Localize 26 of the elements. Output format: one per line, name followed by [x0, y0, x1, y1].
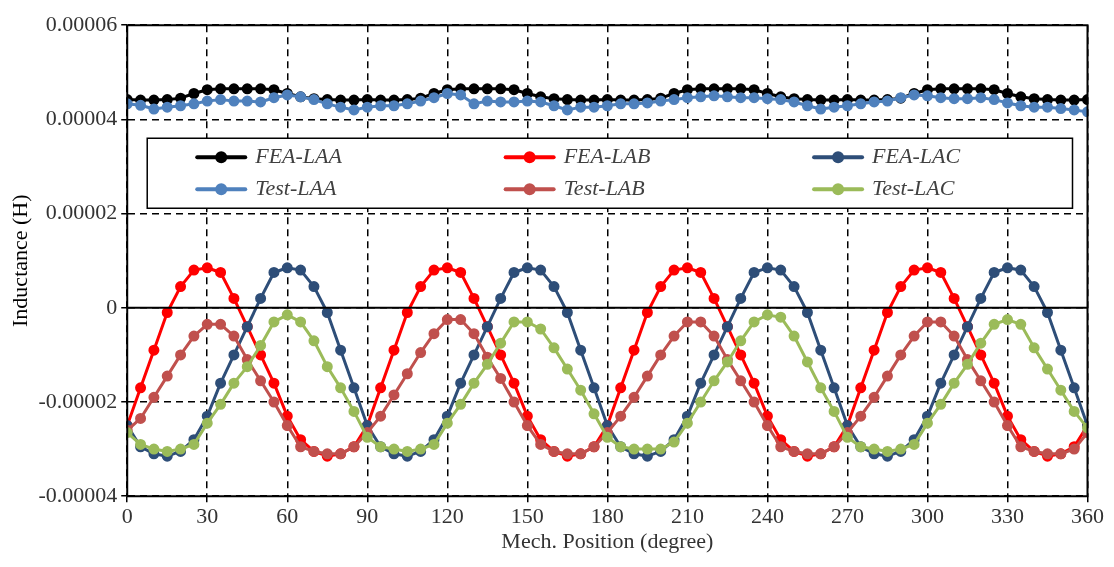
legend-label: Test-LAC: [872, 174, 955, 200]
legend-label: Test-LAA: [255, 174, 337, 200]
x-tick-label: 210: [670, 503, 704, 529]
y-tick-label: 0: [106, 293, 118, 319]
legend-label: FEA-LAC: [871, 142, 961, 168]
y-tick-label: 0.00004: [45, 105, 118, 131]
x-tick-label: 120: [430, 503, 464, 529]
x-tick-label: 60: [276, 503, 299, 529]
legend-label: Test-LAB: [563, 174, 645, 200]
x-tick-label: 180: [590, 503, 624, 529]
x-tick-label: 270: [830, 503, 864, 529]
legend-label: FEA-LAB: [562, 142, 651, 168]
y-tick-label: 0.00002: [45, 199, 118, 225]
x-tick-label: 360: [1071, 503, 1104, 529]
x-tick-label: 330: [990, 503, 1024, 529]
x-tick-label: 240: [750, 503, 784, 529]
x-tick-label: 150: [510, 503, 544, 529]
y-tick-label: -0.00002: [38, 387, 118, 413]
x-axis-title: Mech. Position (degree): [501, 527, 714, 553]
legend-label: FEA-LAA: [254, 142, 343, 168]
x-tick-label: 30: [196, 503, 219, 529]
y-axis-title: Inductance (H): [6, 194, 32, 327]
x-tick-label: 300: [910, 503, 944, 529]
y-tick-label: 0.00006: [45, 10, 118, 36]
y-tick-label: -0.00004: [38, 481, 118, 507]
x-tick-label: 90: [356, 503, 379, 529]
